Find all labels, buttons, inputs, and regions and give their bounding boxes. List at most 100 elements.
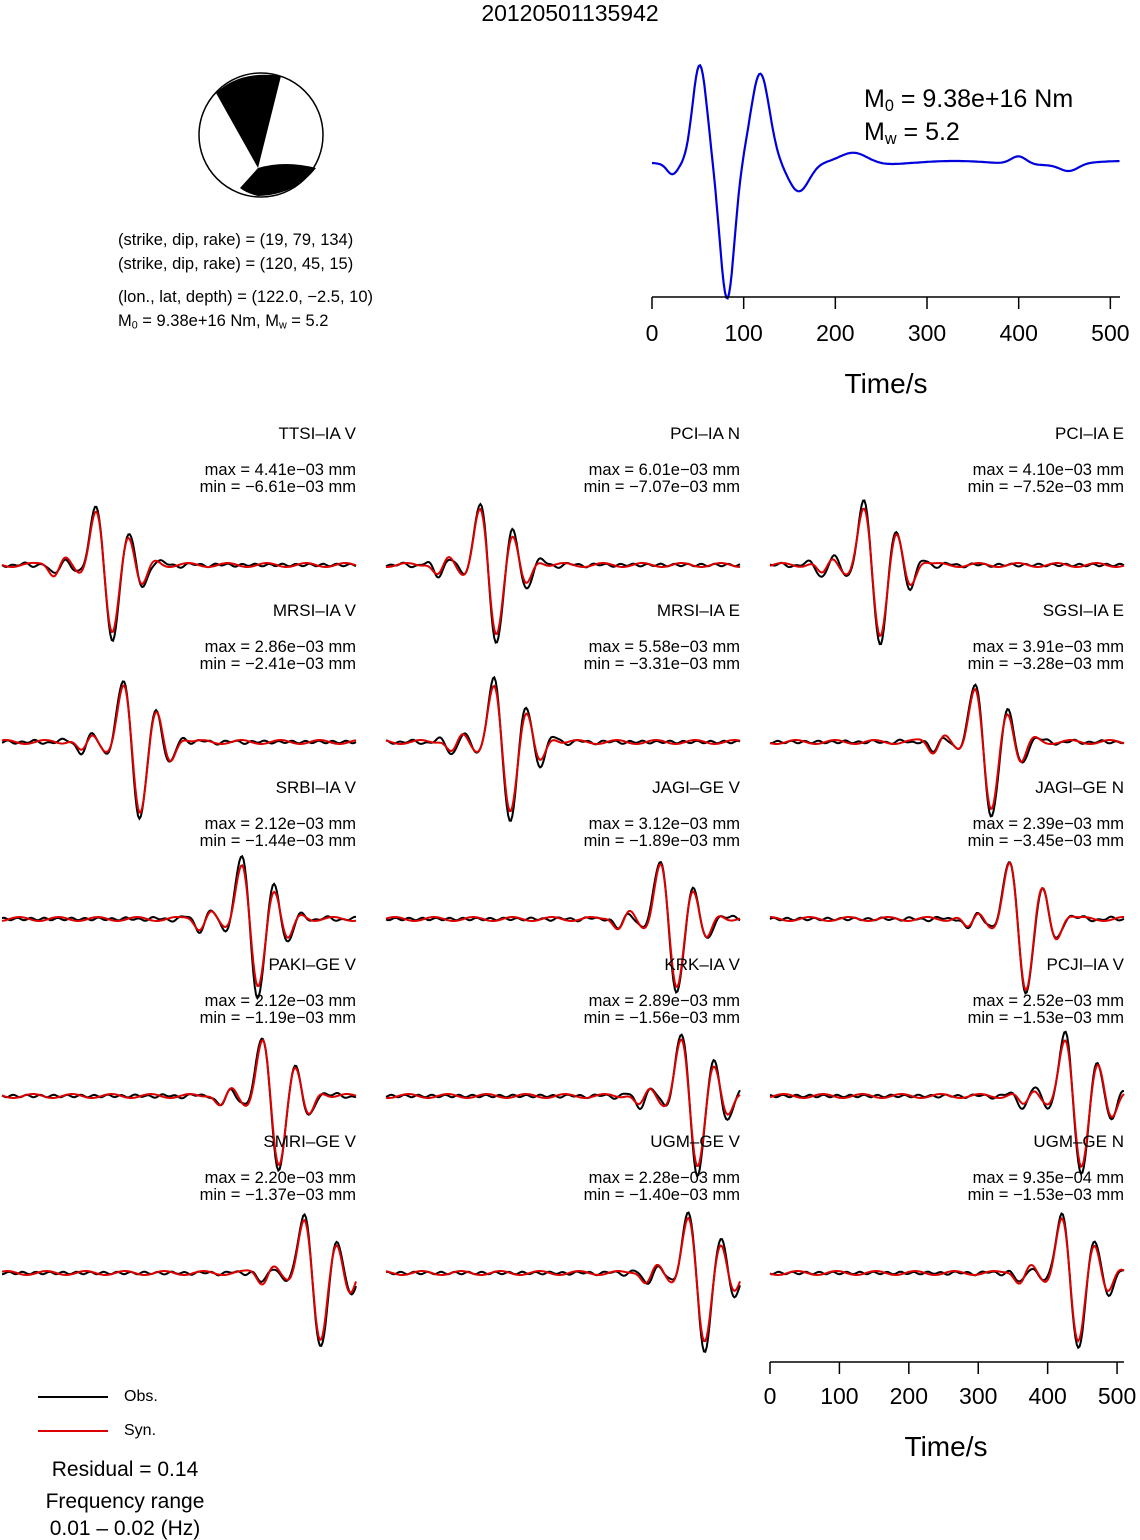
bottom-tick-label: 0: [763, 1383, 777, 1409]
bottom-tick-label: 400: [1028, 1383, 1067, 1409]
observed-trace: [385, 1211, 741, 1354]
station-name: TTSI–IA V: [278, 424, 356, 443]
min-amplitude: min = −1.40e−03 mm: [583, 1186, 740, 1204]
stf-plot: [651, 63, 1120, 300]
station-name: MRSI–IA V: [272, 601, 356, 620]
max-amplitude: max = 2.86e−03 mm: [204, 638, 356, 656]
synthetic-trace: [385, 684, 741, 812]
min-amplitude: min = −6.61e−03 mm: [199, 478, 356, 496]
observed-trace: [385, 675, 741, 822]
mechanism-line-2: (strike, dip, rake) = (120, 45, 15): [118, 255, 354, 273]
station-name: SGSI–IA E: [1042, 601, 1124, 620]
min-amplitude: min = −7.52e−03 mm: [967, 478, 1124, 496]
stf-tick-label: 300: [907, 320, 947, 346]
beachball: [198, 72, 324, 198]
station-name: PCJI–IA V: [1046, 955, 1124, 974]
stf-moment-label: M0 = 9.38e+16 Nm: [864, 85, 1074, 116]
observed-trace: [1, 854, 356, 1001]
stf-tick-label: 0: [645, 320, 659, 346]
max-amplitude: max = 3.12e−03 mm: [588, 815, 740, 833]
bottom-tick-label: 500: [1097, 1383, 1137, 1409]
min-amplitude: min = −1.19e−03 mm: [199, 1009, 356, 1027]
synthetic-trace: [386, 507, 741, 635]
legend-lines: [38, 1396, 108, 1432]
synthetic-trace: [769, 688, 1125, 811]
observed-trace: [1, 680, 357, 821]
figure-title: 20120501135942: [481, 0, 659, 26]
min-amplitude: min = −1.44e−03 mm: [199, 832, 356, 850]
synthetic-trace: [385, 862, 741, 988]
waveform-panels: [1, 499, 1125, 1354]
min-amplitude: min = −1.89e−03 mm: [583, 832, 740, 850]
max-amplitude: max = 2.28e−03 mm: [588, 1169, 740, 1187]
synthetic-trace: [385, 1038, 741, 1168]
max-amplitude: max = 2.39e−03 mm: [972, 815, 1124, 833]
stf-xlabel: Time/s: [844, 368, 928, 399]
max-amplitude: max = 5.58e−03 mm: [588, 638, 740, 656]
min-amplitude: min = −3.28e−03 mm: [967, 655, 1124, 673]
synthetic-trace: [1, 510, 357, 634]
legend-obs-label: Obs.: [124, 1388, 158, 1405]
station-name: PAKI–GE V: [268, 955, 356, 974]
bottom-tick-label: 300: [959, 1383, 998, 1409]
max-amplitude: max = 4.10e−03 mm: [972, 461, 1124, 479]
mechanism-line-1: (strike, dip, rake) = (19, 79, 134): [118, 231, 354, 249]
observed-trace: [769, 1030, 1125, 1175]
synthetic-trace: [1, 684, 357, 814]
bottom-tick-label: 100: [820, 1383, 859, 1409]
mechanism-moment: M0 = 9.38e+16 Nm, Mw = 5.2: [118, 312, 329, 332]
min-amplitude: min = −3.45e−03 mm: [967, 832, 1124, 850]
observed-trace: [1, 505, 357, 643]
min-amplitude: min = −2.41e−03 mm: [199, 655, 356, 673]
synthetic-trace: [769, 1039, 1125, 1168]
station-name: PCI–IA N: [670, 424, 740, 443]
max-amplitude: max = 3.91e−03 mm: [972, 638, 1124, 656]
synthetic-trace: [1, 864, 357, 988]
station-name: UGM–GE V: [650, 1132, 740, 1151]
legend-syn-label: Syn.: [124, 1422, 157, 1439]
min-amplitude: min = −1.53e−03 mm: [967, 1009, 1124, 1027]
max-amplitude: max = 9.35e−04 mm: [972, 1169, 1124, 1187]
stf-curve: [651, 63, 1120, 300]
max-amplitude: max = 2.12e−03 mm: [204, 992, 356, 1010]
station-name: KRK–IA V: [664, 955, 740, 974]
min-amplitude: min = −1.53e−03 mm: [967, 1186, 1124, 1204]
time-axes: [651, 296, 1124, 1374]
synthetic-trace: [385, 1216, 741, 1342]
synthetic-trace: [769, 1217, 1125, 1343]
bottom-xlabel: Time/s: [904, 1431, 988, 1462]
station-name: PCI–IA E: [1055, 424, 1124, 443]
min-amplitude: min = −3.31e−03 mm: [583, 655, 740, 673]
station-name: SRBI–IA V: [275, 778, 356, 797]
max-amplitude: max = 2.52e−03 mm: [972, 992, 1124, 1010]
min-amplitude: min = −1.37e−03 mm: [199, 1186, 356, 1204]
observed-trace: [1, 1212, 357, 1348]
station-name: JAGI–GE N: [1035, 778, 1124, 797]
max-amplitude: max = 6.01e−03 mm: [588, 461, 740, 479]
stf-tick-label: 500: [1091, 320, 1130, 346]
stf-tick-label: 200: [816, 320, 855, 346]
max-amplitude: max = 4.41e−03 mm: [204, 461, 356, 479]
max-amplitude: max = 2.12e−03 mm: [204, 815, 356, 833]
observed-trace: [385, 502, 741, 644]
synthetic-trace: [1, 1038, 357, 1166]
stf-tick-label: 100: [724, 320, 763, 346]
synthetic-trace: [1, 1218, 357, 1342]
synthetic-trace: [770, 861, 1124, 992]
stf-magnitude-label: Mw = 5.2: [864, 118, 960, 149]
max-amplitude: max = 2.20e−03 mm: [204, 1169, 356, 1187]
max-amplitude: max = 2.89e−03 mm: [588, 992, 740, 1010]
bottom-tick-label: 200: [889, 1383, 928, 1409]
residual-text: Residual = 0.14: [51, 1458, 199, 1481]
observed-trace: [385, 1033, 741, 1178]
frequency-label: Frequency range: [45, 1490, 205, 1513]
min-amplitude: min = −7.07e−03 mm: [583, 478, 740, 496]
mechanism-line-3: (lon., lat, depth) = (122.0, −2.5, 10): [118, 288, 373, 306]
station-name: UGM–GE N: [1033, 1132, 1124, 1151]
frequency-value: 0.01 – 0.02 (Hz): [49, 1517, 201, 1540]
station-name: MRSI–IA E: [656, 601, 740, 620]
station-name: JAGI–GE V: [652, 778, 740, 797]
synthetic-trace: [769, 507, 1125, 638]
stf-tick-label: 400: [999, 320, 1038, 346]
